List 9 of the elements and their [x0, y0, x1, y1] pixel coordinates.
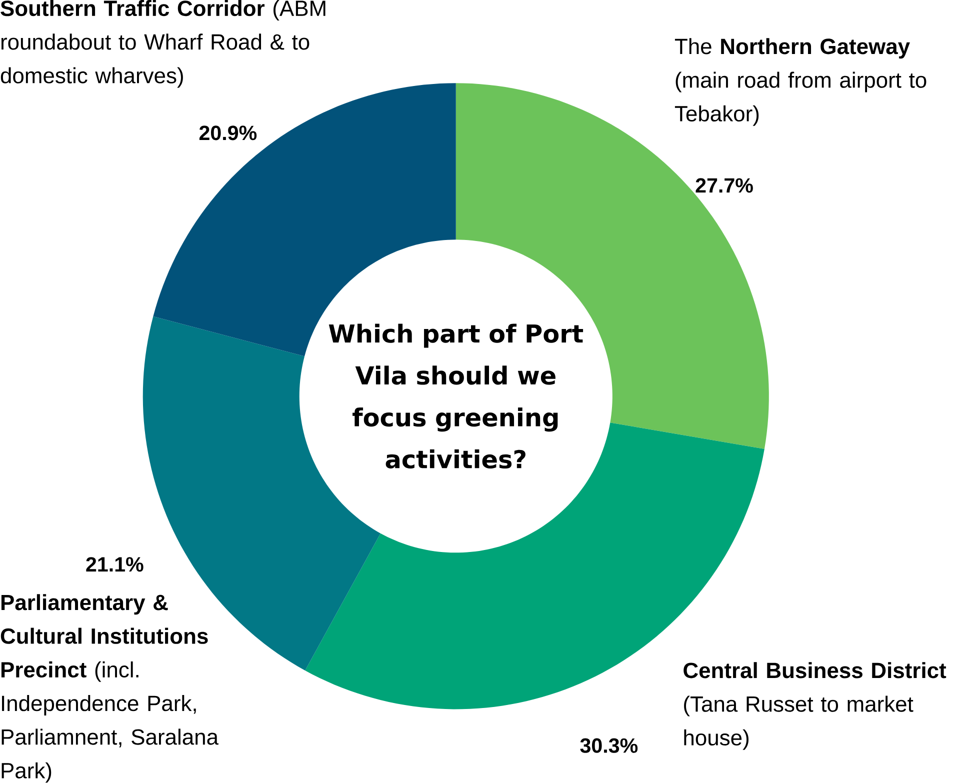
data-label: 21.1% [86, 557, 144, 572]
data-label: 20.9% [199, 126, 257, 140]
slice-label: Central Business District (Tana Russet to market house) [684, 662, 946, 750]
slice-label: Southern Traffic Corridor (ABM roundabout to Wharf Road & to domestic wharves) [0, 0, 326, 88]
text: Which part of Port Vila should we focus greening activities? [328, 324, 584, 469]
slice-label: The Northern Gateway (main road from airport to Tebakor) [674, 38, 926, 126]
slice-label: Parliamentary & Cultural Institutions Precinct (incl. Independence Park, Parliamnent, Saralana Park) [0, 594, 219, 783]
data-label: 30.3% [580, 738, 638, 754]
data-label: 27.7% [696, 178, 753, 193]
